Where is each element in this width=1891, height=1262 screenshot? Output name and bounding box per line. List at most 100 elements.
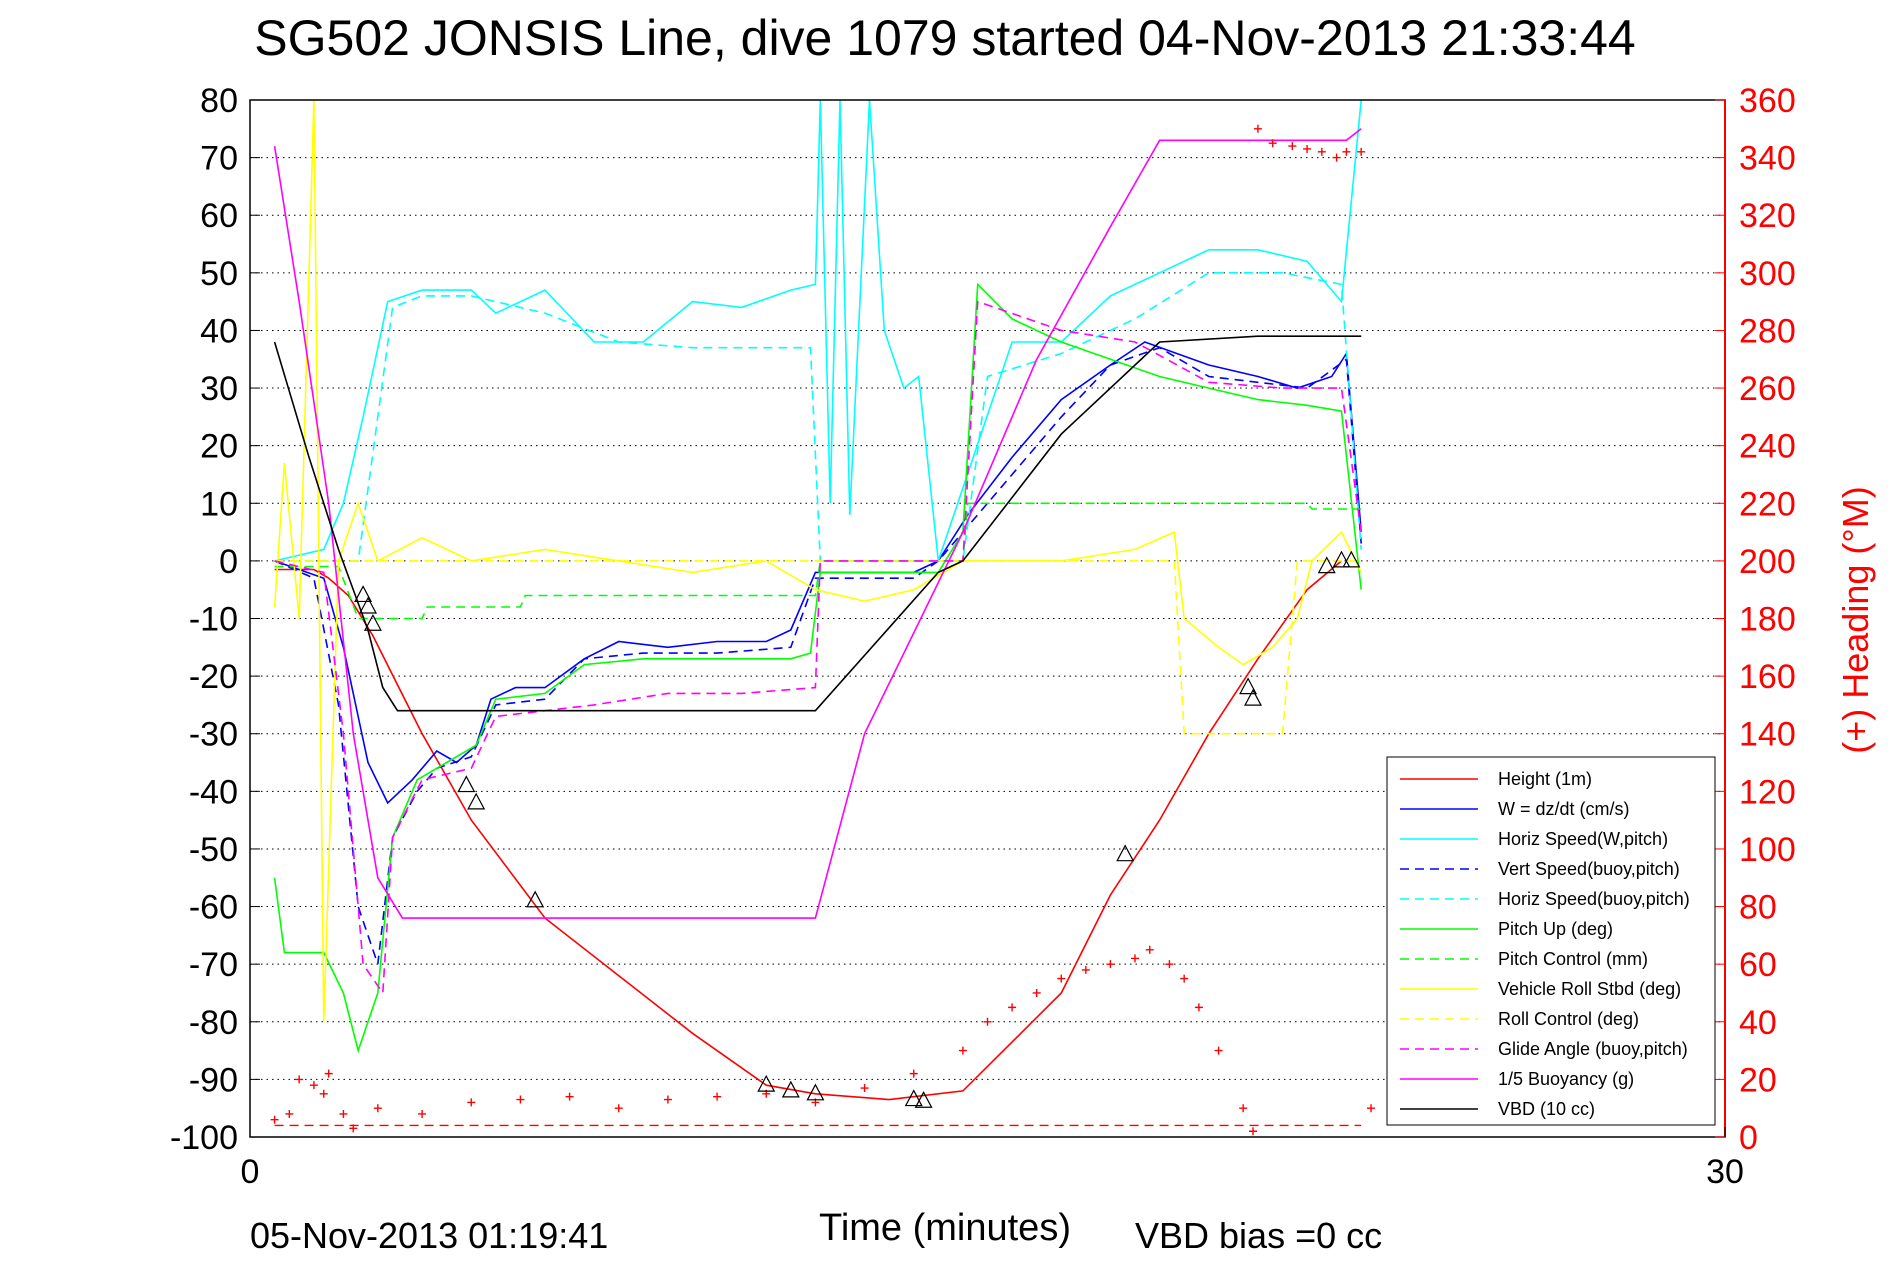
heading-marker: [1081, 965, 1090, 974]
triangle-marker: [1342, 550, 1361, 568]
heading-marker: [339, 1109, 348, 1118]
y-tick-label: -100: [170, 1119, 238, 1157]
legend-label: Pitch Control (mm): [1498, 949, 1648, 969]
heading-marker: [1317, 147, 1326, 156]
y-tick-label: -20: [189, 658, 238, 696]
heading-marker: [860, 1084, 869, 1093]
heading-marker: [1131, 954, 1139, 963]
y2-tick-label: 100: [1739, 831, 1796, 869]
triangle-marker: [781, 1080, 800, 1098]
y2-tick-label: 60: [1739, 946, 1777, 984]
left-axis: 80 70 60 50 40 30 20 10 0 -10 -20 -30 -40 -50 -60 -70 -8…: [170, 82, 260, 1157]
series-line-horiz-speed-w-pitch: [274, 99, 1362, 562]
series-lines: [273, 99, 1362, 1101]
legend-label: Roll Control (deg): [1498, 1009, 1639, 1029]
heading-marker: [1165, 960, 1174, 969]
legend-label: VBD (10 cc): [1498, 1099, 1595, 1119]
legend-label: Glide Angle (buoy,pitch): [1498, 1039, 1688, 1059]
triangle-marker: [526, 890, 545, 908]
series-line-height-1m: [274, 560, 1343, 1101]
series-line-w-dz-dt-cm-s: [274, 341, 1362, 805]
legend-label: Horiz Speed(buoy,pitch): [1498, 889, 1690, 909]
legend-label: Horiz Speed(W,pitch): [1498, 829, 1668, 849]
triangle-marker: [1244, 688, 1262, 706]
y-tick-label: -10: [189, 601, 238, 639]
y2-tick-label: 260: [1739, 370, 1796, 408]
heading-marker: [1032, 988, 1041, 997]
heading-marker: [1249, 1127, 1257, 1136]
y-tick-label: -30: [189, 716, 238, 754]
heading-marker: [1057, 974, 1066, 983]
heading-marker: [1106, 960, 1115, 969]
y2-tick-label: 240: [1739, 428, 1796, 466]
heading-marker: [909, 1069, 918, 1078]
y-tick-label: 10: [200, 485, 238, 523]
series-line-vbd-10-cc: [273, 335, 1362, 712]
legend-label: Pitch Up (deg): [1498, 919, 1613, 939]
legend-label: 1/5 Buoyancy (g): [1498, 1069, 1634, 1089]
y2-tick-label: 220: [1739, 485, 1796, 523]
y2-tick-label: 340: [1739, 140, 1796, 178]
heading-marker: [1194, 1003, 1203, 1012]
x-tick-label: 30: [1706, 1153, 1744, 1191]
x-axis-label: Time (minutes): [819, 1207, 1071, 1249]
heading-marker: [1239, 1104, 1248, 1113]
footer-vbd-bias: VBD bias =0 cc: [1135, 1215, 1382, 1256]
triangle-marker: [806, 1083, 825, 1101]
series-line-1-5-buoyancy-g: [273, 128, 1362, 919]
y2-tick-label: 120: [1739, 773, 1796, 811]
y-tick-label: 80: [200, 82, 238, 120]
series-line-vehicle-roll-stbd-deg: [273, 99, 1362, 1022]
triangle-marker: [354, 585, 373, 603]
heading-marker: [1008, 1003, 1017, 1012]
heading-marker: [309, 1081, 318, 1090]
triangle-marker: [914, 1091, 933, 1108]
y2-tick-label: 200: [1739, 543, 1796, 581]
heading-marker: [983, 1017, 992, 1026]
y2-tick-label: 140: [1739, 716, 1796, 754]
heading-marker: [1367, 1104, 1375, 1113]
y-tick-label: -40: [189, 773, 238, 811]
heading-marker: [1214, 1046, 1223, 1055]
heading-marker: [319, 1089, 328, 1098]
triangle-marker: [467, 792, 486, 810]
y-tick-label: 60: [200, 197, 238, 235]
chart-title: SG502 JONSIS Line, dive 1079 started 04-…: [254, 10, 1635, 66]
y2-tick-label: 360: [1739, 82, 1796, 120]
y-tick-label: -80: [189, 1004, 238, 1042]
legend-label: Vert Speed(buoy,pitch): [1498, 859, 1680, 879]
y-tick-label: 50: [200, 255, 238, 293]
triangle-marker: [359, 596, 377, 614]
triangle-marker: [1332, 550, 1351, 568]
legend-label: W = dz/dt (cm/s): [1498, 799, 1630, 819]
triangle-marker: [1317, 556, 1336, 574]
legend: Height (1m) W = dz/dt (cm/s) Horiz Speed(W…: [1386, 756, 1716, 1126]
y-tick-label: 30: [200, 370, 238, 408]
y-tick-label: 70: [200, 140, 238, 178]
triangle-marker: [904, 1089, 923, 1107]
heading-marker: [663, 1095, 672, 1104]
y2-tick-label: 20: [1739, 1061, 1777, 1099]
heading-marker: [1180, 974, 1189, 983]
heading-marker: [1357, 147, 1366, 156]
triangle-marker: [363, 613, 382, 631]
footer-timestamp: 05-Nov-2013 01:19:41: [250, 1215, 608, 1256]
legend-label: Height (1m): [1498, 769, 1592, 789]
markers: [270, 124, 1375, 1136]
series-line-vert-speed-buoy-pitch: [274, 346, 1362, 965]
x-tick-label: 0: [241, 1153, 260, 1191]
heading-marker: [713, 1092, 722, 1101]
heading-marker: [295, 1075, 304, 1084]
y-tick-label: -60: [189, 889, 238, 927]
heading-marker: [324, 1069, 333, 1078]
y-tick-label: 40: [200, 312, 238, 350]
triangle-marker: [1116, 844, 1135, 862]
series-line-horiz-speed-buoy-pitch: [274, 271, 1362, 562]
y2-tick-label: 300: [1739, 255, 1796, 293]
y2-tick-label: 180: [1739, 601, 1796, 639]
x-axis: 0 30: [241, 1127, 1744, 1191]
heading-marker: [1342, 147, 1351, 156]
heading-marker: [958, 1046, 967, 1055]
heading-marker: [1253, 124, 1262, 133]
